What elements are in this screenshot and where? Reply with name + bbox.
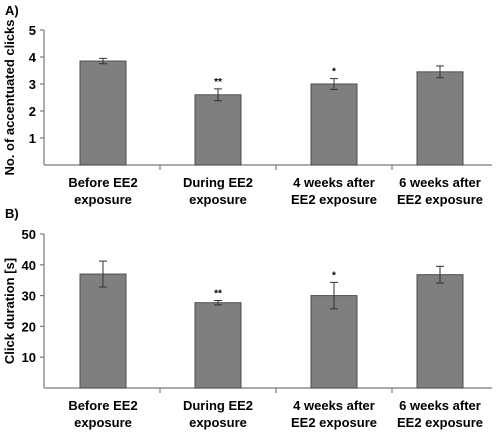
x-tick-label: EE2 exposure	[397, 415, 483, 430]
significance-marker: **	[214, 77, 222, 88]
x-tick-label: exposure	[189, 415, 247, 430]
x-tick-label: EE2 exposure	[397, 192, 483, 207]
bar	[416, 71, 464, 166]
x-tick-label: exposure	[74, 192, 132, 207]
y-axis-label: Click duration [s]	[2, 258, 17, 364]
y-tick-label: 4	[29, 50, 37, 65]
y-tick-label: 30	[22, 289, 36, 304]
x-tick-label: During EE2	[183, 398, 253, 413]
panel-label: B)	[5, 206, 19, 221]
chart-panel-1: A) 1 2 3 4 5 No. of accentuated clicks Before E…	[2, 3, 492, 207]
bar	[79, 60, 127, 166]
y-tick-label: 5	[29, 23, 36, 38]
significance-marker: *	[332, 270, 336, 281]
y-tick-label: 10	[22, 350, 36, 365]
significance-marker: **	[214, 289, 222, 300]
x-tick-label: During EE2	[183, 175, 253, 190]
x-tick-label: EE2 exposure	[291, 192, 377, 207]
panel-label: A)	[5, 3, 19, 18]
x-tick-label: exposure	[189, 192, 247, 207]
bar	[194, 302, 242, 389]
bar	[310, 295, 358, 389]
x-tick-label: 4 weeks after	[293, 398, 375, 413]
y-tick-label: 20	[22, 319, 36, 334]
bar	[79, 273, 127, 389]
y-tick-label: 3	[29, 77, 36, 92]
y-axis-label: No. of accentuated clicks	[2, 19, 17, 175]
x-tick-label: 6 weeks after	[399, 175, 481, 190]
significance-marker: *	[332, 67, 336, 78]
y-tick-label: 50	[22, 227, 36, 242]
x-tick-label: Before EE2	[68, 398, 137, 413]
bar	[194, 94, 242, 166]
x-tick-label: Before EE2	[68, 175, 137, 190]
y-tick-label: 40	[22, 258, 36, 273]
bar	[310, 83, 358, 166]
x-tick-label: exposure	[74, 415, 132, 430]
x-tick-label: 4 weeks after	[293, 175, 375, 190]
y-tick-label: 1	[29, 131, 36, 146]
bar	[416, 274, 464, 389]
x-tick-label: EE2 exposure	[291, 415, 377, 430]
chart-panel-2: B) 10 20 30 40 50 Click duration [s] Before EE2…	[2, 206, 492, 430]
y-tick-label: 2	[29, 104, 36, 119]
x-tick-label: 6 weeks after	[399, 398, 481, 413]
